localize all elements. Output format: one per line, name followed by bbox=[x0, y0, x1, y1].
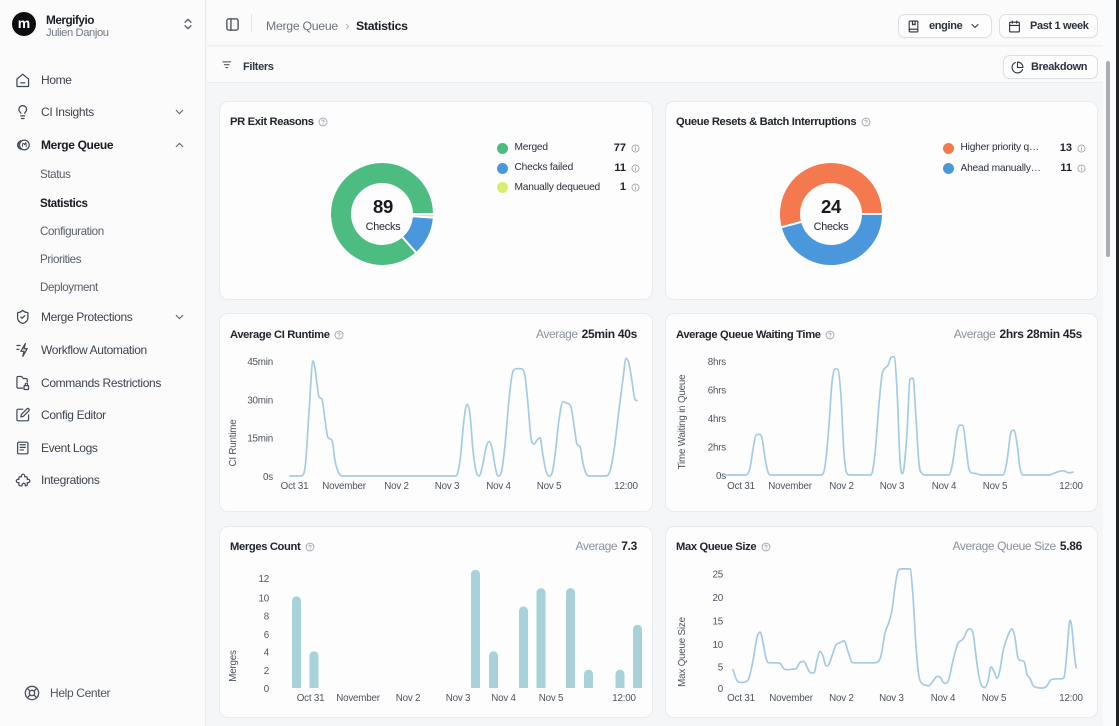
svg-text:0s: 0s bbox=[263, 472, 273, 483]
svg-text:November: November bbox=[322, 481, 367, 492]
svg-text:2: 2 bbox=[264, 666, 269, 677]
svg-text:Nov 5: Nov 5 bbox=[982, 693, 1007, 704]
svg-text:8: 8 bbox=[264, 612, 270, 623]
svg-text:Nov 2: Nov 2 bbox=[829, 693, 854, 704]
svg-text:Nov 2: Nov 2 bbox=[829, 481, 854, 492]
svg-text:12:00: 12:00 bbox=[1059, 693, 1083, 704]
svg-text:Nov 4: Nov 4 bbox=[491, 693, 516, 704]
svg-text:November: November bbox=[768, 481, 813, 492]
svg-text:Oct 31: Oct 31 bbox=[727, 693, 755, 704]
svg-text:10: 10 bbox=[259, 594, 270, 605]
svg-text:Nov 4: Nov 4 bbox=[486, 481, 511, 492]
svg-text:Nov 4: Nov 4 bbox=[931, 693, 956, 704]
svg-text:10: 10 bbox=[713, 640, 724, 651]
svg-text:12:00: 12:00 bbox=[614, 481, 638, 492]
svg-text:Nov 3: Nov 3 bbox=[879, 693, 904, 704]
svg-text:Nov 3: Nov 3 bbox=[435, 481, 460, 492]
svg-text:Oct 31: Oct 31 bbox=[297, 693, 325, 704]
svg-text:15: 15 bbox=[713, 617, 724, 628]
svg-text:45min: 45min bbox=[247, 357, 273, 368]
svg-text:Time Waiting in Queue: Time Waiting in Queue bbox=[677, 374, 688, 469]
svg-text:Nov 3: Nov 3 bbox=[880, 481, 905, 492]
svg-text:Nov 5: Nov 5 bbox=[537, 481, 562, 492]
svg-text:25: 25 bbox=[713, 570, 724, 581]
svg-text:12:00: 12:00 bbox=[1059, 481, 1083, 492]
svg-text:12:00: 12:00 bbox=[612, 693, 636, 704]
svg-text:Merges: Merges bbox=[228, 650, 239, 682]
svg-text:5: 5 bbox=[718, 663, 724, 674]
svg-text:0s: 0s bbox=[716, 471, 726, 482]
svg-text:Oct 31: Oct 31 bbox=[281, 481, 309, 492]
svg-text:30min: 30min bbox=[247, 395, 273, 406]
svg-text:Nov 2: Nov 2 bbox=[396, 693, 421, 704]
svg-text:CI Runtime: CI Runtime bbox=[228, 419, 239, 467]
svg-text:Nov 5: Nov 5 bbox=[539, 693, 564, 704]
svg-text:Oct 31: Oct 31 bbox=[727, 481, 755, 492]
svg-text:4: 4 bbox=[264, 648, 270, 659]
svg-text:20: 20 bbox=[713, 593, 724, 604]
svg-text:November: November bbox=[336, 693, 381, 704]
svg-text:Nov 4: Nov 4 bbox=[932, 481, 957, 492]
svg-text:4hrs: 4hrs bbox=[708, 414, 727, 425]
svg-text:15min: 15min bbox=[247, 434, 273, 445]
svg-text:Max Queue Size: Max Queue Size bbox=[677, 616, 688, 686]
svg-text:8hrs: 8hrs bbox=[708, 357, 727, 368]
svg-text:Nov 3: Nov 3 bbox=[446, 693, 471, 704]
svg-text:0: 0 bbox=[718, 684, 724, 695]
svg-text:November: November bbox=[769, 693, 814, 704]
svg-text:Nov 2: Nov 2 bbox=[384, 481, 409, 492]
svg-text:0: 0 bbox=[264, 684, 270, 695]
svg-text:12: 12 bbox=[259, 574, 270, 585]
svg-text:2hrs: 2hrs bbox=[708, 443, 727, 454]
svg-text:6hrs: 6hrs bbox=[708, 386, 727, 397]
svg-text:Nov 5: Nov 5 bbox=[983, 481, 1008, 492]
svg-text:6: 6 bbox=[264, 630, 270, 641]
